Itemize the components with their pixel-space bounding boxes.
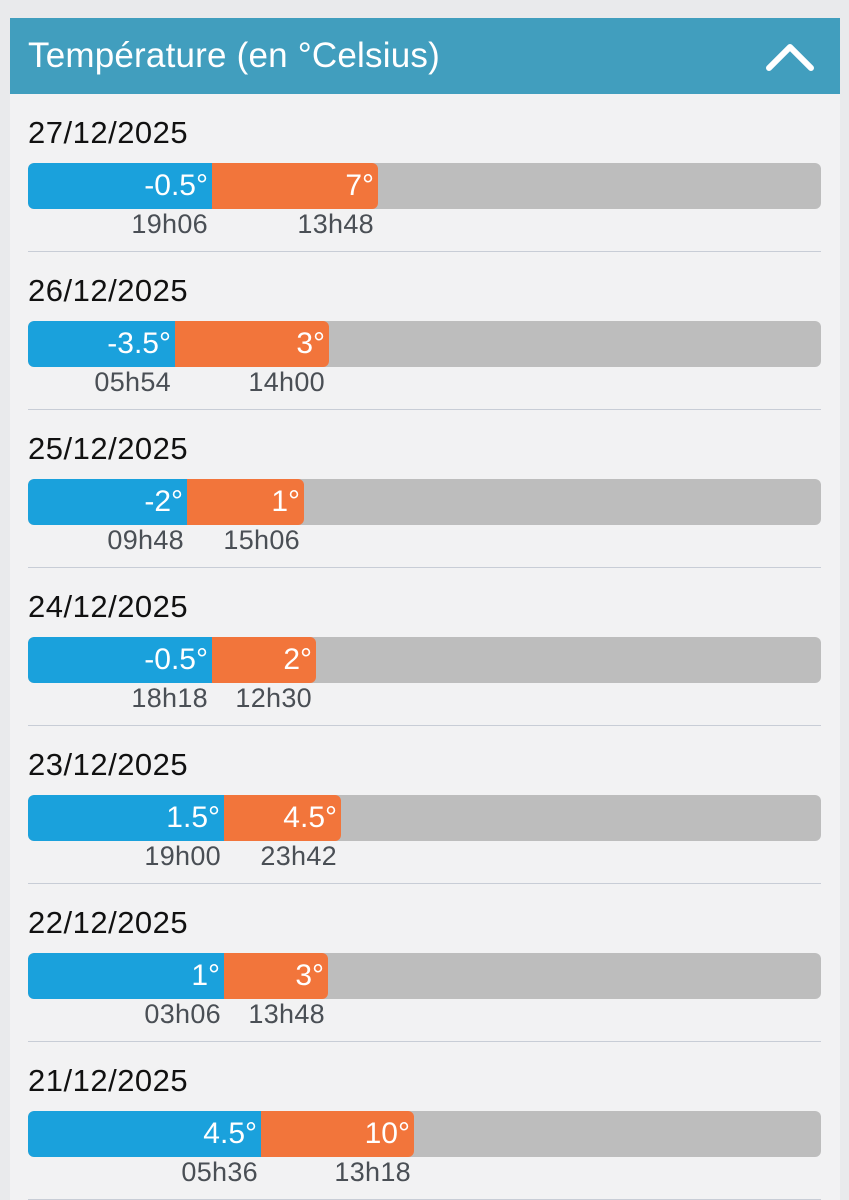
max-temperature-bar: 3° [175, 321, 329, 367]
max-time: 13h48 [248, 999, 325, 1029]
day-row: 27/12/2025 -0.5° 7° 19h06 13h48 [28, 94, 821, 252]
min-time: 18h18 [131, 683, 208, 713]
day-row: 26/12/2025 -3.5° 3° 05h54 14h00 [28, 252, 821, 410]
day-row: 24/12/2025 -0.5° 2° 18h18 12h30 [28, 568, 821, 726]
min-temperature-bar: 1.5° [28, 795, 224, 841]
min-time: 05h36 [181, 1157, 258, 1187]
temperature-bar: 1° 3° [28, 953, 821, 999]
panel-title: Température (en °Celsius) [28, 36, 440, 75]
panel-header[interactable]: Température (en °Celsius) [10, 18, 840, 94]
min-time: 03h06 [144, 999, 221, 1029]
min-time: 19h06 [131, 209, 208, 239]
day-date: 23/12/2025 [28, 747, 189, 782]
temperature-panel: Température (en °Celsius) 27/12/2025 -0.… [10, 18, 840, 1200]
max-temperature-bar: 1° [187, 479, 304, 525]
max-time: 12h30 [235, 683, 312, 713]
temperature-bar: 4.5° 10° [28, 1111, 821, 1157]
day-row: 23/12/2025 1.5° 4.5° 19h00 23h42 [28, 726, 821, 884]
max-time: 13h48 [297, 209, 374, 239]
chevron-up-icon[interactable] [764, 30, 816, 82]
day-date: 26/12/2025 [28, 273, 189, 308]
temperature-bar: -0.5° 2° [28, 637, 821, 683]
min-temperature-bar: 4.5° [28, 1111, 261, 1157]
temperature-bar: 1.5° 4.5° [28, 795, 821, 841]
min-temperature-bar: 1° [28, 953, 224, 999]
max-time: 15h06 [223, 525, 300, 555]
max-time: 13h18 [334, 1157, 411, 1187]
day-date: 24/12/2025 [28, 589, 189, 624]
max-temperature-bar: 4.5° [224, 795, 341, 841]
day-row: 22/12/2025 1° 3° 03h06 13h48 [28, 884, 821, 1042]
min-temperature-bar: -0.5° [28, 637, 212, 683]
max-time: 23h42 [260, 841, 337, 871]
min-time: 09h48 [107, 525, 184, 555]
day-row: 21/12/2025 4.5° 10° 05h36 13h18 [28, 1042, 821, 1200]
max-temperature-bar: 10° [261, 1111, 414, 1157]
max-temperature-bar: 7° [212, 163, 378, 209]
min-temperature-bar: -2° [28, 479, 187, 525]
max-time: 14h00 [248, 367, 325, 397]
temperature-bar: -0.5° 7° [28, 163, 821, 209]
day-list: 27/12/2025 -0.5° 7° 19h06 13h48 26/12/20… [10, 94, 840, 1200]
day-date: 22/12/2025 [28, 905, 189, 940]
max-temperature-bar: 2° [212, 637, 316, 683]
max-temperature-bar: 3° [224, 953, 328, 999]
temperature-bar: -3.5° 3° [28, 321, 821, 367]
day-date: 27/12/2025 [28, 115, 189, 150]
min-time: 19h00 [144, 841, 221, 871]
min-temperature-bar: -0.5° [28, 163, 212, 209]
day-row: 25/12/2025 -2° 1° 09h48 15h06 [28, 410, 821, 568]
min-time: 05h54 [94, 367, 171, 397]
min-temperature-bar: -3.5° [28, 321, 175, 367]
day-date: 21/12/2025 [28, 1063, 189, 1098]
temperature-bar: -2° 1° [28, 479, 821, 525]
day-date: 25/12/2025 [28, 431, 189, 466]
